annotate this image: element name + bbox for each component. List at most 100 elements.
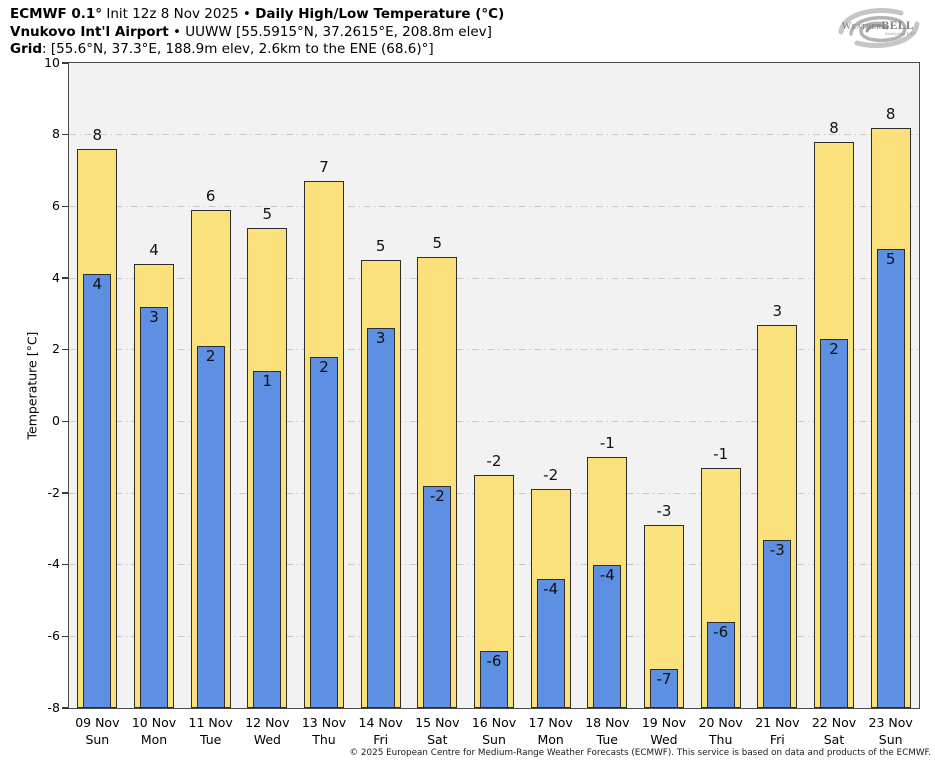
- x-tick-label: 14 Nov Fri: [349, 714, 413, 748]
- bar-low-label: -4: [543, 580, 559, 598]
- bar-low: [763, 539, 792, 708]
- y-tick-mark: [62, 492, 68, 494]
- x-tick-date: 11 Nov: [188, 715, 233, 730]
- x-tick-day: Sun: [878, 732, 903, 747]
- y-tick-label: -2: [47, 484, 60, 500]
- x-tick-day: Thu: [312, 732, 336, 747]
- bar-low: [196, 346, 225, 708]
- y-tick-mark: [62, 707, 68, 709]
- x-tick-date: 18 Nov: [585, 715, 630, 730]
- y-tick-mark: [62, 205, 68, 208]
- bar-low-label: -3: [769, 540, 785, 559]
- y-tick-mark: [62, 563, 68, 566]
- y-tick-label: 2: [52, 341, 60, 357]
- x-tick-day: Sat: [427, 732, 448, 747]
- y-tick-mark: [62, 420, 68, 423]
- bar-low-label: 3: [375, 329, 386, 348]
- x-tick-date: 21 Nov: [755, 715, 800, 730]
- x-tick-label: 22 Nov Sat: [802, 714, 866, 748]
- grid-label: Grid: [10, 41, 43, 57]
- header-title-line: ECMWF 0.1° Init 12z 8 Nov 2025 • Daily H…: [10, 6, 504, 24]
- x-tick-day: Sat: [823, 732, 845, 747]
- x-tick-date: 22 Nov: [811, 715, 857, 730]
- x-tick-date: 14 Nov: [358, 715, 403, 730]
- x-tick-label: 20 Nov Thu: [689, 714, 753, 748]
- bar-low-label: 2: [829, 339, 839, 358]
- bar-low-label: 2: [205, 347, 216, 366]
- bar-low: [140, 306, 168, 708]
- x-tick-day: Sun: [482, 732, 506, 747]
- y-tick-mark: [62, 348, 68, 351]
- x-tick-day: Mon: [537, 732, 564, 747]
- init-time: Init 12z 8 Nov 2025 •: [102, 6, 256, 22]
- x-tick-date: 09 Nov: [75, 715, 120, 730]
- bar-high-label: 5: [432, 233, 443, 252]
- x-tick-date: 16 Nov: [471, 715, 517, 730]
- bar-low: [706, 622, 735, 708]
- x-tick-label: 19 Nov Wed: [632, 714, 696, 748]
- bar-high-label: -2: [543, 466, 559, 485]
- bar-low: [820, 338, 848, 708]
- x-tick-day: Tue: [596, 732, 618, 747]
- bar-low-label: -6: [713, 623, 729, 641]
- bar-low-label: 2: [319, 357, 329, 376]
- x-tick-day: Wed: [253, 732, 281, 747]
- chart-title: Daily High/Low Temperature (°C): [255, 6, 505, 22]
- station-coords: • UUWW [55.5915°N, 37.2615°E, 208.8m ele…: [168, 23, 492, 40]
- station-name: Vnukovo Int'l Airport: [10, 23, 169, 40]
- bar-low-label: -4: [599, 565, 615, 584]
- x-tick-label: 10 Nov Mon: [122, 714, 186, 748]
- bar-low-label: 5: [885, 250, 896, 269]
- gridline: [69, 134, 919, 136]
- bar-low: [650, 668, 678, 708]
- bar-high-label: 8: [885, 104, 896, 123]
- bar-high-label: 6: [205, 186, 216, 205]
- x-tick-label: 17 Nov Mon: [519, 714, 583, 748]
- y-tick-label: 6: [52, 197, 60, 213]
- bar-high-label: -1: [599, 434, 615, 453]
- y-tick-mark: [62, 277, 68, 279]
- model-name: ECMWF 0.1°: [10, 6, 103, 22]
- y-tick-label: -4: [47, 556, 60, 572]
- bar-low: [310, 356, 338, 708]
- bar-low-label: 1: [262, 372, 273, 391]
- bar-low: [253, 371, 282, 708]
- x-tick-date: 10 Nov: [131, 715, 177, 730]
- y-tick-mark: [62, 62, 68, 64]
- x-tick-day: Wed: [650, 732, 678, 747]
- bar-low-label: -6: [486, 651, 502, 670]
- gridline: [69, 349, 919, 351]
- gridline: [69, 420, 919, 422]
- x-tick-label: 23 Nov Sun: [859, 714, 923, 748]
- bar-low: [876, 249, 905, 708]
- bar-low-label: -7: [656, 669, 672, 688]
- logo-subtitle: Analytics LLC: [884, 31, 917, 36]
- copyright-note: © 2025 European Centre for Medium-Range …: [349, 748, 931, 758]
- bar-high-label: -2: [486, 452, 502, 471]
- bar-high-label: 7: [319, 158, 329, 177]
- logo-wordmark: WeatherBELL: [841, 20, 915, 32]
- bar-low: [83, 274, 112, 708]
- gridline: [69, 277, 919, 279]
- x-tick-label: 13 Nov Thu: [292, 714, 356, 748]
- x-tick-day: Fri: [373, 732, 389, 747]
- plot-area: 8 4 4 3 6 2 5 1 7 2 5 3 5 -2 -2 -6 -2 -4 -1 -4 -3 -7 -1 -6 3 -3 8 2…: [68, 62, 920, 709]
- bar-low: [423, 485, 452, 708]
- bar-high-label: -3: [656, 502, 672, 521]
- y-tick-label: 8: [52, 126, 60, 142]
- y-tick-label: -6: [47, 627, 60, 643]
- y-tick-label: -8: [47, 699, 60, 715]
- bar-high-label: 5: [375, 237, 386, 256]
- bar-low: [366, 328, 395, 708]
- x-tick-date: 19 Nov: [641, 715, 687, 730]
- bar-high-label: 4: [149, 240, 159, 259]
- x-tick-label: 09 Nov Sun: [65, 714, 129, 748]
- x-tick-label: 18 Nov Tue: [575, 714, 639, 748]
- x-tick-label: 21 Nov Fri: [745, 714, 809, 748]
- weatherbell-logo: WeatherBELL Analytics LLC: [827, 2, 929, 54]
- header-station-line: Vnukovo Int'l Airport • UUWW [55.5915°N,…: [10, 24, 504, 42]
- x-tick-day: Fri: [769, 732, 785, 747]
- x-tick-label: 16 Nov Sun: [462, 714, 526, 748]
- bar-low: [593, 564, 622, 708]
- x-tick-day: Mon: [140, 732, 168, 747]
